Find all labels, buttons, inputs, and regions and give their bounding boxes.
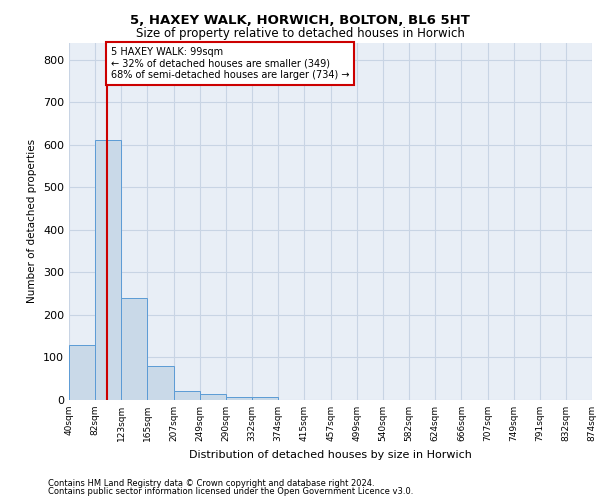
Text: Size of property relative to detached houses in Horwich: Size of property relative to detached ho…	[136, 28, 464, 40]
X-axis label: Distribution of detached houses by size in Horwich: Distribution of detached houses by size …	[189, 450, 472, 460]
Y-axis label: Number of detached properties: Number of detached properties	[28, 139, 37, 304]
Bar	[200, 394, 226, 400]
Bar	[226, 396, 252, 400]
Bar	[69, 344, 95, 400]
Text: 5, HAXEY WALK, HORWICH, BOLTON, BL6 5HT: 5, HAXEY WALK, HORWICH, BOLTON, BL6 5HT	[130, 14, 470, 27]
Bar	[173, 392, 200, 400]
Text: Contains HM Land Registry data © Crown copyright and database right 2024.: Contains HM Land Registry data © Crown c…	[48, 478, 374, 488]
Bar	[121, 298, 148, 400]
Bar	[148, 366, 173, 400]
Bar	[252, 396, 278, 400]
Text: 5 HAXEY WALK: 99sqm
← 32% of detached houses are smaller (349)
68% of semi-detac: 5 HAXEY WALK: 99sqm ← 32% of detached ho…	[111, 47, 349, 80]
Text: Contains public sector information licensed under the Open Government Licence v3: Contains public sector information licen…	[48, 487, 413, 496]
Bar	[95, 140, 121, 400]
